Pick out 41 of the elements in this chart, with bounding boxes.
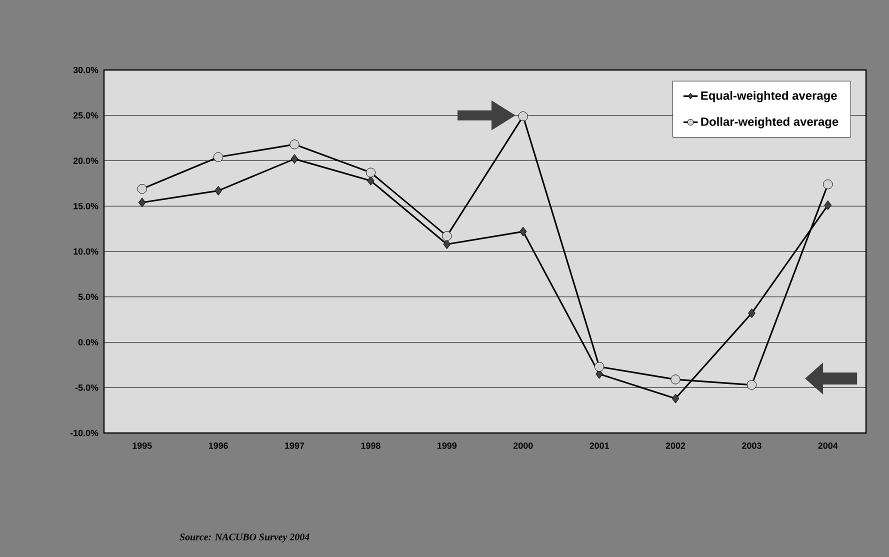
y-tick-label: -5.0%: [75, 384, 98, 391]
x-tick-label: 2000: [513, 442, 533, 449]
point: [824, 200, 832, 210]
point: [213, 152, 224, 162]
x-tick-label: 1999: [437, 442, 457, 449]
point: [138, 198, 146, 208]
y-tick-label: 0.0%: [78, 339, 98, 346]
point: [443, 239, 451, 250]
point: [823, 180, 833, 190]
legend-label: Dollar-weighted average: [701, 117, 838, 128]
x-tick-label: 1996: [208, 442, 228, 449]
point: [290, 140, 300, 150]
x-tick-label: 1995: [132, 442, 152, 449]
point: [366, 168, 376, 178]
point: [214, 186, 222, 196]
point: [670, 374, 680, 384]
point: [367, 176, 374, 186]
point: [748, 308, 756, 318]
x-tick-label: 2004: [818, 442, 838, 449]
x-tick-label: 2003: [742, 442, 762, 449]
point: [442, 231, 452, 241]
y-tick-label: -10.0%: [70, 430, 98, 436]
point: [137, 184, 147, 194]
y-tick-label: 15.0%: [74, 202, 98, 210]
x-tick-label: 2001: [590, 442, 610, 449]
point: [290, 154, 298, 164]
legend-label: Equal-weighted average: [701, 91, 837, 102]
point: [518, 111, 528, 122]
x-tick-label: 2002: [666, 442, 686, 449]
y-tick-label: 5.0%: [78, 294, 98, 300]
source-note: Source: NACUBO Survey 2004: [180, 534, 310, 542]
y-tick-label: 10.0%: [74, 248, 98, 255]
x-tick-label: 1998: [361, 442, 380, 449]
y-tick-label: 20.0%: [73, 158, 98, 164]
y-tick-label: 30.0%: [73, 66, 98, 74]
point: [594, 362, 604, 372]
point: [672, 394, 680, 404]
point: [519, 226, 527, 236]
x-tick-label: 1997: [285, 442, 304, 449]
point: [746, 380, 757, 390]
y-tick-label: 25.0%: [73, 112, 98, 119]
